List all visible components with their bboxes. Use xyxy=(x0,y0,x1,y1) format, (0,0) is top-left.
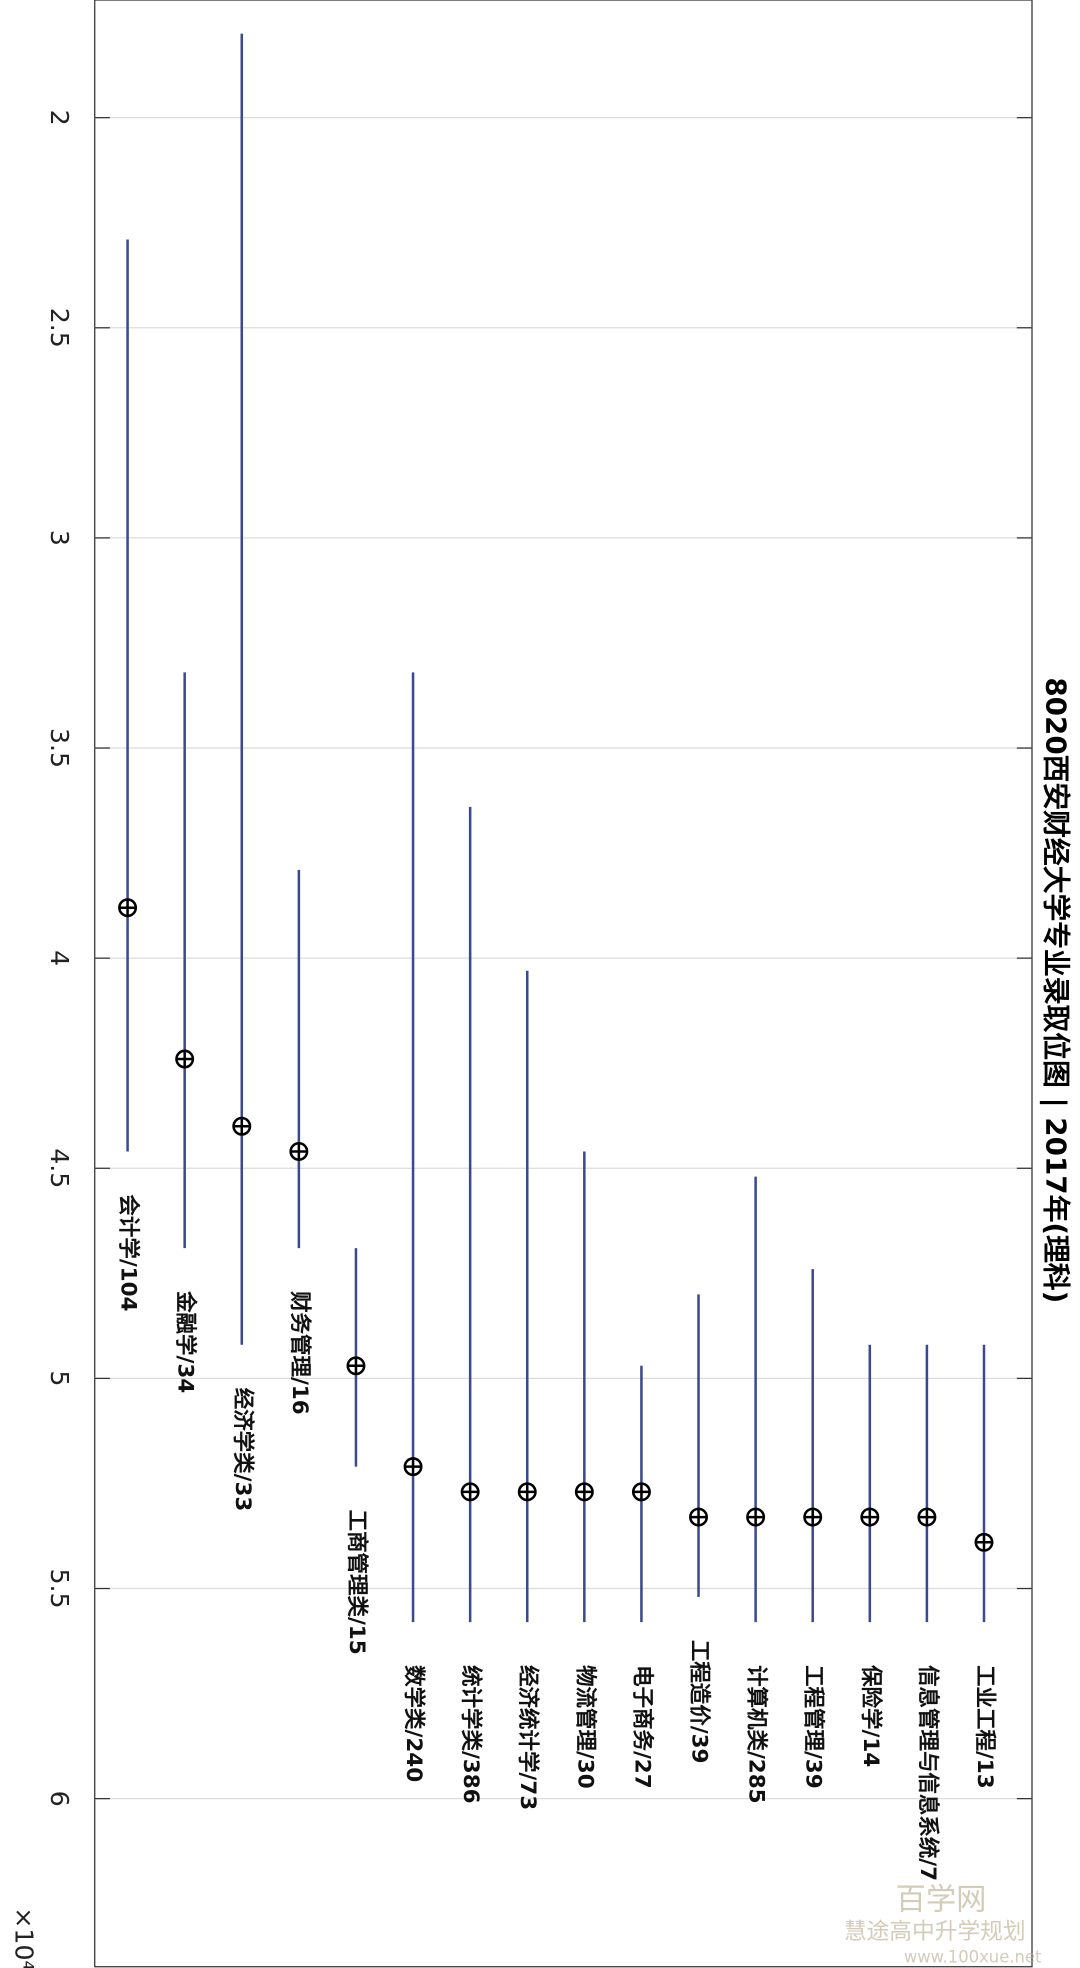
y-tick-label: 2 xyxy=(45,110,74,126)
marker xyxy=(917,1507,937,1527)
marker xyxy=(803,1507,823,1527)
marker xyxy=(974,1532,994,1552)
category-label: 工程管理/39 xyxy=(801,1665,827,1789)
watermark: 百学网 xyxy=(896,1883,987,1918)
y-tick-label: 4.5 xyxy=(45,1148,74,1188)
y-tick-label: 2.5 xyxy=(45,308,74,348)
marker xyxy=(631,1482,651,1502)
marker xyxy=(232,1116,252,1136)
marker xyxy=(289,1141,309,1161)
category-label: 统计学类/386 xyxy=(458,1665,484,1804)
category-label: 数学类/240 xyxy=(401,1665,427,1782)
marker xyxy=(860,1507,880,1527)
y-tick-label: 5 xyxy=(45,1370,74,1386)
category-label: 财务管理/16 xyxy=(287,1291,313,1415)
watermark: www.100xue.net xyxy=(904,1947,1042,1966)
marker xyxy=(746,1507,766,1527)
marker xyxy=(689,1507,708,1527)
category-label: 会计学/104 xyxy=(116,1194,142,1311)
chart-title: 8020西安财经大学专业录取位图 | 2017年(理科) xyxy=(1040,677,1073,1303)
category-label: 物流管理/30 xyxy=(572,1665,598,1789)
category-label: 计算机类/285 xyxy=(744,1665,770,1804)
category-label: 工商管理类/15 xyxy=(344,1510,370,1655)
category-label: 工程造价/39 xyxy=(687,1640,712,1764)
marker xyxy=(118,898,138,918)
marker xyxy=(346,1356,366,1376)
y-tick-label: 3.5 xyxy=(45,728,74,768)
marker xyxy=(517,1482,537,1502)
marker xyxy=(175,1049,195,1069)
category-label: 经济统计学/73 xyxy=(515,1665,541,1810)
category-label: 经济学类/33 xyxy=(230,1388,256,1512)
category-label: 保险学/14 xyxy=(858,1664,884,1767)
category-label: 工业工程/13 xyxy=(972,1665,997,1789)
y-tick-label: 5.5 xyxy=(45,1568,74,1608)
axis-multiplier: ×10⁴ xyxy=(10,1907,39,1968)
marker xyxy=(403,1457,423,1477)
y-tick-label: 3 xyxy=(45,530,74,546)
category-label: 信息管理与信息系统/7 xyxy=(915,1665,941,1881)
category-label: 电子商务/27 xyxy=(629,1665,655,1789)
category-label: 金融学/34 xyxy=(173,1290,199,1393)
y-tick-label: 4 xyxy=(45,950,74,966)
marker xyxy=(460,1482,480,1502)
y-tick-label: 6 xyxy=(45,1791,74,1807)
watermark: 慧途高中升学规划 xyxy=(844,1919,1026,1945)
marker xyxy=(574,1482,594,1502)
plot-frame xyxy=(94,0,1033,1968)
